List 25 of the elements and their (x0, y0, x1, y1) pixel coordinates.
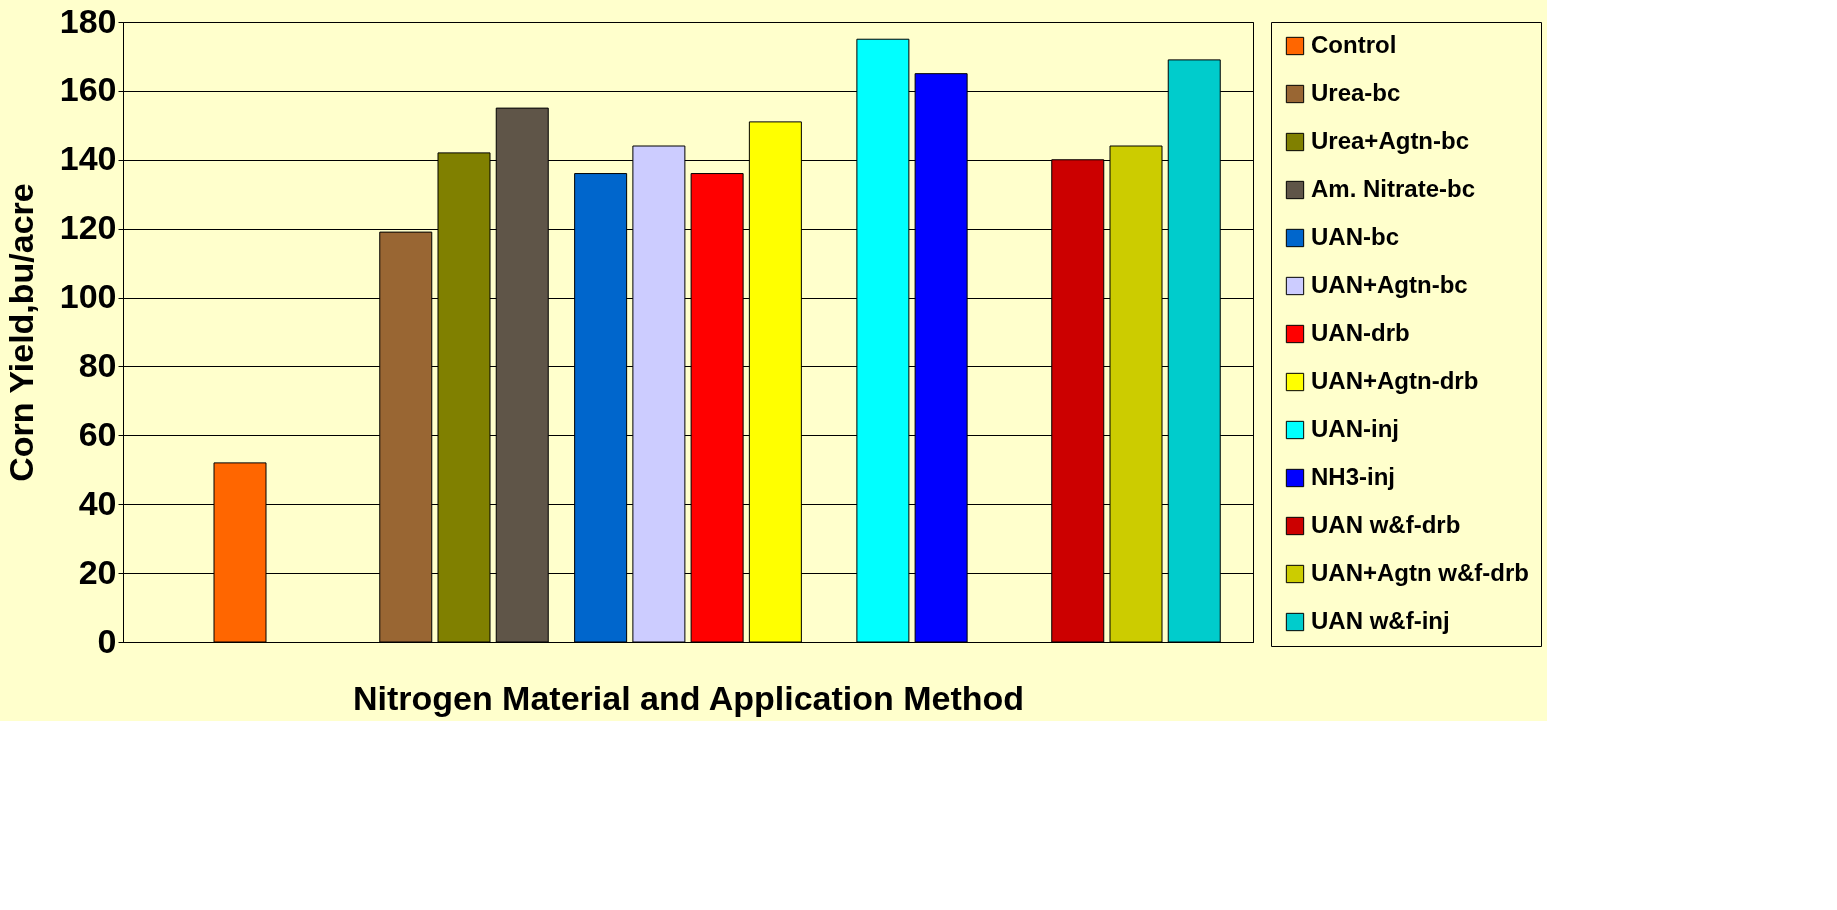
legend-label: Control (1311, 31, 1397, 58)
y-tick-label: 140 (59, 139, 117, 178)
legend-label: Urea-bc (1311, 79, 1401, 106)
y-tick-label: 100 (59, 277, 117, 316)
legend-label: Am. Nitrate-bc (1311, 175, 1476, 202)
y-tick-label: 20 (78, 552, 117, 591)
y-tick-label: 160 (59, 70, 117, 109)
legend-label: UAN w&f-inj (1311, 607, 1450, 634)
y-axis-title: Corn Yield,bu/acre (1, 183, 40, 482)
legend-label: Urea+Agtn-bc (1311, 127, 1470, 154)
legend-label: UAN+Agtn-drb (1311, 367, 1479, 394)
y-tick-label: 120 (59, 208, 117, 247)
y-tick-label: 40 (78, 483, 117, 522)
legend-label: UAN-drb (1311, 319, 1410, 346)
legend-label: UAN-bc (1311, 223, 1399, 250)
legend-label: NH3-inj (1311, 463, 1395, 490)
y-tick-label: 60 (78, 414, 117, 453)
x-axis-title: Nitrogen Material and Application Method (352, 678, 1025, 717)
y-tick-label: 180 (59, 1, 117, 40)
legend-label: UAN-inj (1311, 415, 1399, 442)
y-tick-label: 0 (97, 621, 117, 660)
legend-label: UAN w&f-drb (1311, 511, 1461, 538)
y-tick-label: 80 (78, 345, 117, 384)
legend-label: UAN+Agtn w&f-drb (1311, 559, 1529, 586)
legend-label: UAN+Agtn-bc (1311, 271, 1468, 298)
